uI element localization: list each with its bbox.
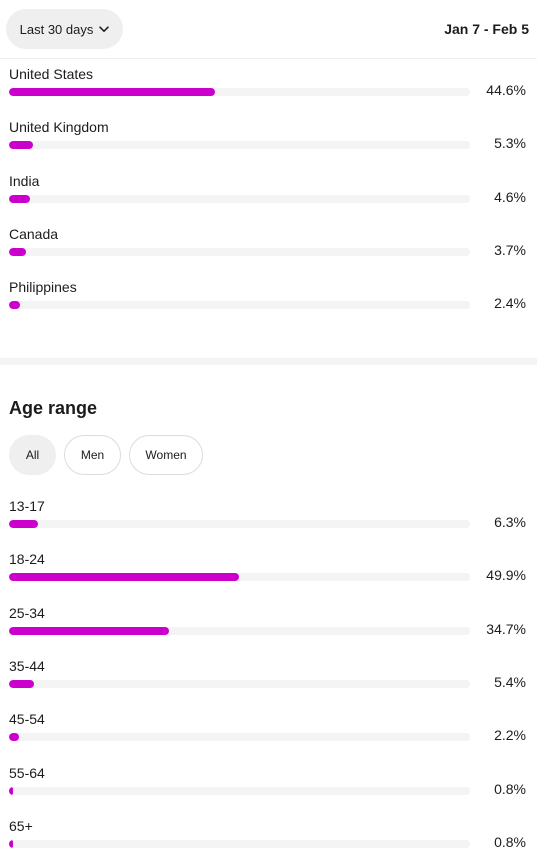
section-divider — [0, 358, 537, 365]
time-period-label: Last 30 days — [19, 21, 94, 37]
bar-track — [9, 680, 470, 688]
country-row-philippines: Philippines 2.4% — [0, 279, 537, 329]
percentage-value: 3.7% — [494, 242, 526, 258]
country-row-united-kingdom: United Kingdom 5.3% — [0, 119, 537, 169]
bar-fill — [9, 573, 239, 581]
percentage-value: 2.2% — [494, 727, 526, 743]
percentage-value: 0.8% — [494, 781, 526, 797]
age-row-18-24: 18-24 49.9% — [0, 551, 537, 601]
age-label: 35-44 — [9, 658, 45, 674]
percentage-value: 44.6% — [486, 82, 526, 98]
bar-fill — [9, 680, 34, 688]
filter-chip-women[interactable]: Women — [129, 435, 203, 475]
chevron-down-icon — [99, 25, 110, 33]
bar-track — [9, 301, 470, 309]
country-row-united-states: United States 44.6% — [0, 66, 537, 116]
country-row-canada: Canada 3.7% — [0, 226, 537, 276]
filter-chip-all[interactable]: All — [9, 435, 56, 475]
age-row-65-plus: 65+ 0.8% — [0, 818, 537, 868]
date-range: Jan 7 - Feb 5 — [444, 21, 529, 37]
percentage-value: 2.4% — [494, 295, 526, 311]
percentage-value: 0.8% — [494, 834, 526, 850]
country-label: United States — [9, 66, 94, 82]
age-row-25-34: 25-34 34.7% — [0, 605, 537, 655]
bar-fill — [9, 520, 38, 528]
bar-track — [9, 195, 470, 203]
age-label: 25-34 — [9, 605, 45, 621]
percentage-value: 49.9% — [486, 567, 526, 583]
percentage-value: 4.6% — [494, 189, 526, 205]
percentage-value: 6.3% — [494, 514, 526, 530]
bar-track — [9, 88, 470, 96]
country-label: India — [9, 173, 40, 189]
bar-fill — [9, 195, 30, 203]
bar-fill — [9, 301, 20, 309]
age-row-35-44: 35-44 5.4% — [0, 658, 537, 708]
bar-track — [9, 573, 470, 581]
bar-track — [9, 627, 470, 635]
age-label: 45-54 — [9, 711, 45, 727]
age-label: 18-24 — [9, 551, 45, 567]
bar-track — [9, 520, 470, 528]
percentage-value: 34.7% — [486, 621, 526, 637]
age-label: 65+ — [9, 818, 33, 834]
bar-track — [9, 787, 470, 795]
percentage-value: 5.3% — [494, 135, 526, 151]
age-range-title: Age range — [9, 398, 98, 418]
bar-track — [9, 248, 470, 256]
filter-chip-men[interactable]: Men — [64, 435, 121, 475]
country-label: Philippines — [9, 279, 77, 295]
bar-fill — [9, 840, 13, 848]
age-row-13-17: 13-17 6.3% — [0, 498, 537, 548]
bar-fill — [9, 141, 33, 149]
bar-fill — [9, 627, 169, 635]
percentage-value: 5.4% — [494, 674, 526, 690]
age-row-55-64: 55-64 0.8% — [0, 765, 537, 815]
bar-fill — [9, 787, 13, 795]
country-row-india: India 4.6% — [0, 173, 537, 223]
age-row-45-54: 45-54 2.2% — [0, 711, 537, 761]
header: Last 30 days Jan 7 - Feb 5 — [0, 0, 537, 59]
age-label: 55-64 — [9, 765, 45, 781]
bar-track — [9, 733, 470, 741]
country-label: Canada — [9, 226, 59, 242]
age-label: 13-17 — [9, 498, 45, 514]
bar-fill — [9, 248, 26, 256]
bar-fill — [9, 733, 19, 741]
country-label: United Kingdom — [9, 119, 109, 135]
bar-track — [9, 141, 470, 149]
time-period-dropdown-button[interactable]: Last 30 days — [6, 9, 123, 49]
bar-track — [9, 840, 470, 848]
bar-fill — [9, 88, 215, 96]
